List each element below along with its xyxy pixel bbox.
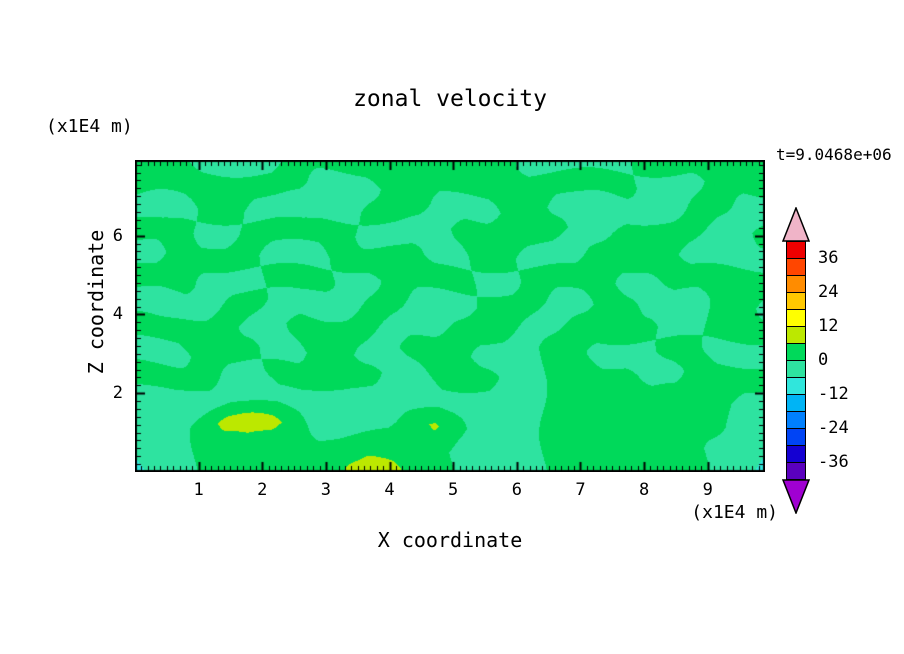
- colorbar-segment: [786, 258, 806, 276]
- z-tick-label: 4: [112, 304, 123, 325]
- colorbar-segment: [786, 241, 806, 259]
- x-tick-label: 4: [384, 480, 395, 500]
- x-tick-label: 6: [511, 480, 522, 500]
- colorbar-arrow-down-icon: [782, 479, 810, 514]
- x-axis-unit: (x1E4 m): [691, 502, 778, 523]
- x-axis-label: X coordinate: [377, 528, 523, 552]
- colorbar-segment: [786, 428, 806, 446]
- z-axis-label: Z coordinate: [84, 229, 108, 375]
- colorbar-tick-label: -24: [818, 418, 849, 438]
- colorbar-tick-label: 12: [818, 316, 839, 336]
- x-tick-label: 2: [257, 480, 268, 500]
- x-tick-label: 9: [702, 480, 713, 500]
- colorbar-tick-label: -36: [818, 452, 849, 472]
- x-tick-label: 3: [320, 480, 332, 500]
- z-tick-label: 2: [112, 383, 123, 404]
- colorbar-segment: [786, 445, 806, 463]
- colorbar-segment: [786, 275, 806, 293]
- colorbar-tick-label: 24: [818, 282, 839, 302]
- colorbar-segment: [786, 343, 806, 361]
- colorbar-segment: [786, 326, 806, 344]
- colorbar-segment: [786, 462, 806, 480]
- colorbar-tick-label: 0: [818, 350, 829, 370]
- x-tick-label: 8: [638, 480, 650, 500]
- contour-field: [135, 160, 765, 472]
- x-tick-label: 7: [575, 480, 586, 500]
- z-tick-label: 6: [112, 225, 123, 246]
- x-tick-label: 5: [448, 480, 459, 500]
- colorbar-tick-label: -12: [818, 384, 849, 404]
- colorbar-segment: [786, 411, 806, 429]
- colorbar-arrow-up-icon: [782, 207, 810, 242]
- colorbar-segment: [786, 309, 806, 327]
- time-annotation: t=9.0468e+06: [776, 145, 892, 164]
- colorbar-segment: [786, 360, 806, 378]
- x-tick-label: 1: [193, 480, 204, 500]
- plot-title: zonal velocity: [353, 86, 547, 112]
- colorbar-segment: [786, 394, 806, 412]
- colorbar: [786, 241, 806, 480]
- colorbar-tick-label: 36: [818, 248, 839, 268]
- z-axis-unit: (x1E4 m): [46, 116, 133, 137]
- colorbar-segment: [786, 292, 806, 310]
- colorbar-segment: [786, 377, 806, 395]
